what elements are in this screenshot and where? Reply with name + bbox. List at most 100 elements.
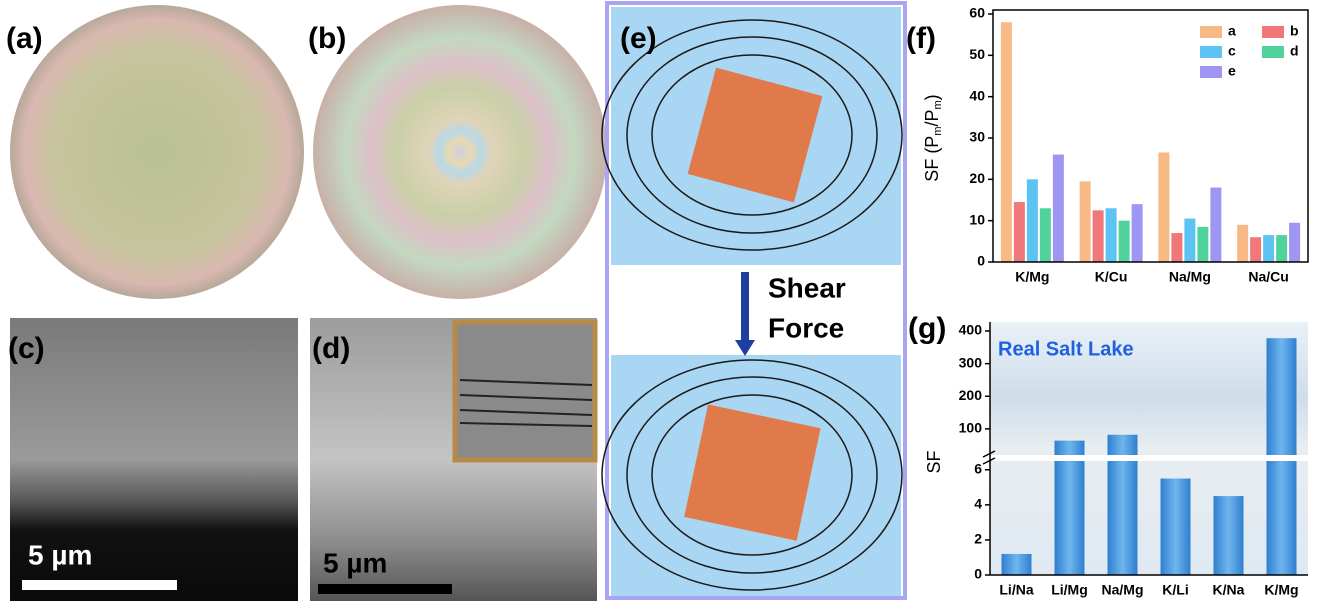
x-tick-label: Na/Mg [1102,582,1144,598]
panel-label: (c) [8,332,45,365]
arrow-head [735,340,755,356]
bar [1013,202,1025,262]
bar [1237,224,1249,262]
bar [1118,220,1130,262]
bar [1026,179,1038,262]
legend-swatch [1200,66,1222,78]
y-label-part: /P [922,109,942,126]
bar [1263,235,1275,262]
bar-upper [1266,338,1297,455]
panel-label: (f) [906,22,936,55]
y-tick-label: 4 [974,496,982,512]
legend-swatch [1200,26,1222,38]
x-tick-label: K/Mg [1015,269,1049,285]
axes-frame [992,9,1309,263]
panel-label: (e) [620,22,657,55]
bar-upper [1054,440,1085,455]
photo-b [313,5,607,299]
legend-swatch [1200,46,1222,58]
y-tick-label: 0 [977,253,985,269]
scale-bar [22,580,177,590]
bar [1171,233,1183,262]
photo-a [10,5,304,299]
background-photo [990,322,1308,575]
y-tick-label: 20 [969,170,985,186]
legend-swatch [1262,46,1284,58]
particle [687,67,823,203]
bar [1289,222,1301,262]
panel-label: (a) [6,22,43,55]
bar-lower [1054,461,1085,575]
shear-label: Shear [768,272,846,303]
y-tick-label: 400 [959,322,983,338]
bar [1158,152,1170,262]
inset-lines [459,379,593,427]
panel-label: (d) [312,332,350,365]
bar [1079,181,1091,262]
y-tick-label: 40 [969,87,985,103]
y-axis-label: SF (Pm/Pm) [922,94,944,181]
particle [684,404,821,541]
sem-c [10,318,298,601]
legend-label: e [1228,63,1236,79]
inset [452,319,598,463]
annotation: Real Salt Lake [998,338,1134,360]
y-label-part: m [932,127,944,136]
bar [1000,22,1012,263]
bar-upper [1107,434,1138,455]
y-label-part: m [932,100,944,109]
scale-bar [318,584,452,594]
bar [1052,154,1064,262]
x-tick-label: K/Li [1162,582,1188,598]
y-tick-label: 50 [969,46,985,62]
y-tick-label: 100 [959,420,983,436]
bar [1039,208,1051,262]
bar [1250,237,1262,262]
x-tick-label: K/Cu [1095,269,1128,285]
bar [1105,208,1117,262]
y-label-part: SF (P [922,136,942,182]
legend-label: b [1290,23,1299,39]
x-tick-label: Na/Mg [1169,269,1211,285]
bar [1210,187,1222,262]
y-tick-label: 2 [974,531,982,547]
bar [1001,553,1032,575]
legend-label: c [1228,43,1236,59]
streamlines [601,19,903,591]
panel-label: (g) [908,312,946,345]
scale-label: 5 µm [28,539,92,570]
x-tick-label: Li/Na [999,582,1033,598]
x-tick-label: K/Na [1213,582,1245,598]
x-tick-label: K/Mg [1264,582,1298,598]
bar [1131,204,1143,262]
y-tick-label: 10 [969,211,985,227]
bar-lower [1107,461,1138,575]
break-mark [982,450,996,458]
bar [1160,478,1191,575]
bar [1213,496,1244,575]
y-tick-label: 200 [959,387,983,403]
x-tick-label: Na/Cu [1248,269,1288,285]
axis-break [982,455,1308,461]
y-tick-label: 30 [969,129,985,145]
panel-label: (b) [308,22,346,55]
legend-swatch [1262,26,1284,38]
scale-label: 5 µm [323,547,387,578]
legend-label: d [1290,43,1299,59]
bar [1197,226,1209,262]
break-mark [982,457,996,465]
bar-lower [1266,461,1297,575]
shear-label: Force [768,312,844,343]
y-label-part: ) [922,94,942,100]
y-tick-label: 6 [974,460,982,476]
bar [1092,210,1104,262]
legend-label: a [1228,23,1236,39]
bar [1184,218,1196,262]
y-tick-label: 60 [969,5,985,21]
y-axis-label: SF [924,450,944,473]
x-tick-label: Li/Mg [1051,582,1088,598]
y-tick-label: 300 [959,354,983,370]
y-tick-label: 0 [974,566,982,582]
bar [1276,235,1288,262]
